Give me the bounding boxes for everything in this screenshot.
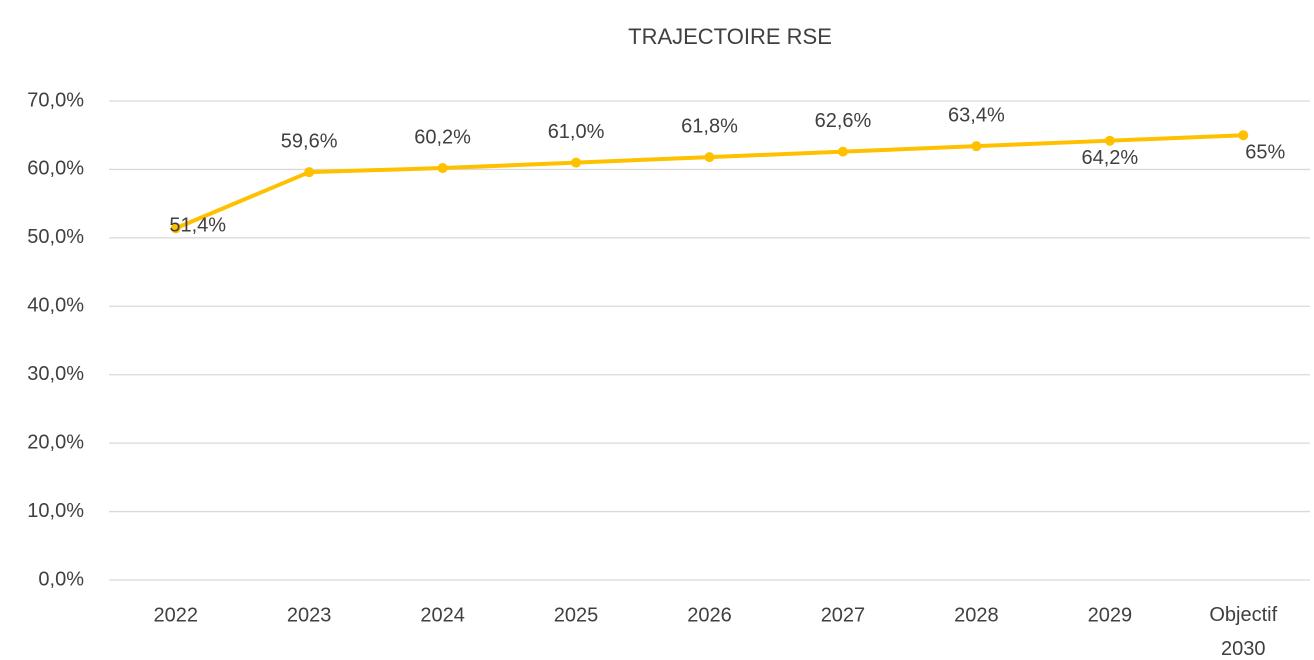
y-tick-label: 70,0% [27,89,84,111]
data-label: 60,2% [414,126,471,148]
y-tick-label: 30,0% [27,363,84,385]
y-tick-label: 40,0% [27,295,84,317]
point [971,141,982,152]
point [1238,130,1249,141]
point [1104,135,1115,146]
y-tick-label: 10,0% [27,500,84,522]
y-tick-label: 0,0% [38,568,84,590]
x-tick-label: 2023 [287,604,332,626]
x-tick-label: 2025 [554,604,599,626]
point [837,146,848,157]
data-label: 63,4% [948,104,1005,126]
point [704,152,715,163]
data-label: 62,6% [815,110,872,132]
x-tick-label: 2029 [1088,604,1133,626]
chart-title: TRAJECTOIRE RSE [628,24,832,49]
x-tick-label: 2022 [153,604,198,626]
x-tick-label: 2026 [687,604,732,626]
data-label: 65% [1245,141,1285,163]
x-tick-label: Objectif 2030 [1209,604,1277,660]
data-label: 51,4% [169,215,226,237]
x-tick-label: 2024 [420,604,465,626]
data-label: 61,0% [548,121,605,143]
x-tick-label: 2027 [821,604,866,626]
y-tick-label: 60,0% [27,158,84,180]
data-label: 64,2% [1081,147,1138,169]
point [170,223,181,234]
x-tick-label: 2028 [954,604,999,626]
data-label: 59,6% [281,130,338,152]
point [304,167,315,178]
y-tick-label: 20,0% [27,431,84,453]
y-tick-label: 50,0% [27,226,84,248]
point [437,163,448,174]
data-label: 61,8% [681,115,738,137]
point [571,157,582,168]
